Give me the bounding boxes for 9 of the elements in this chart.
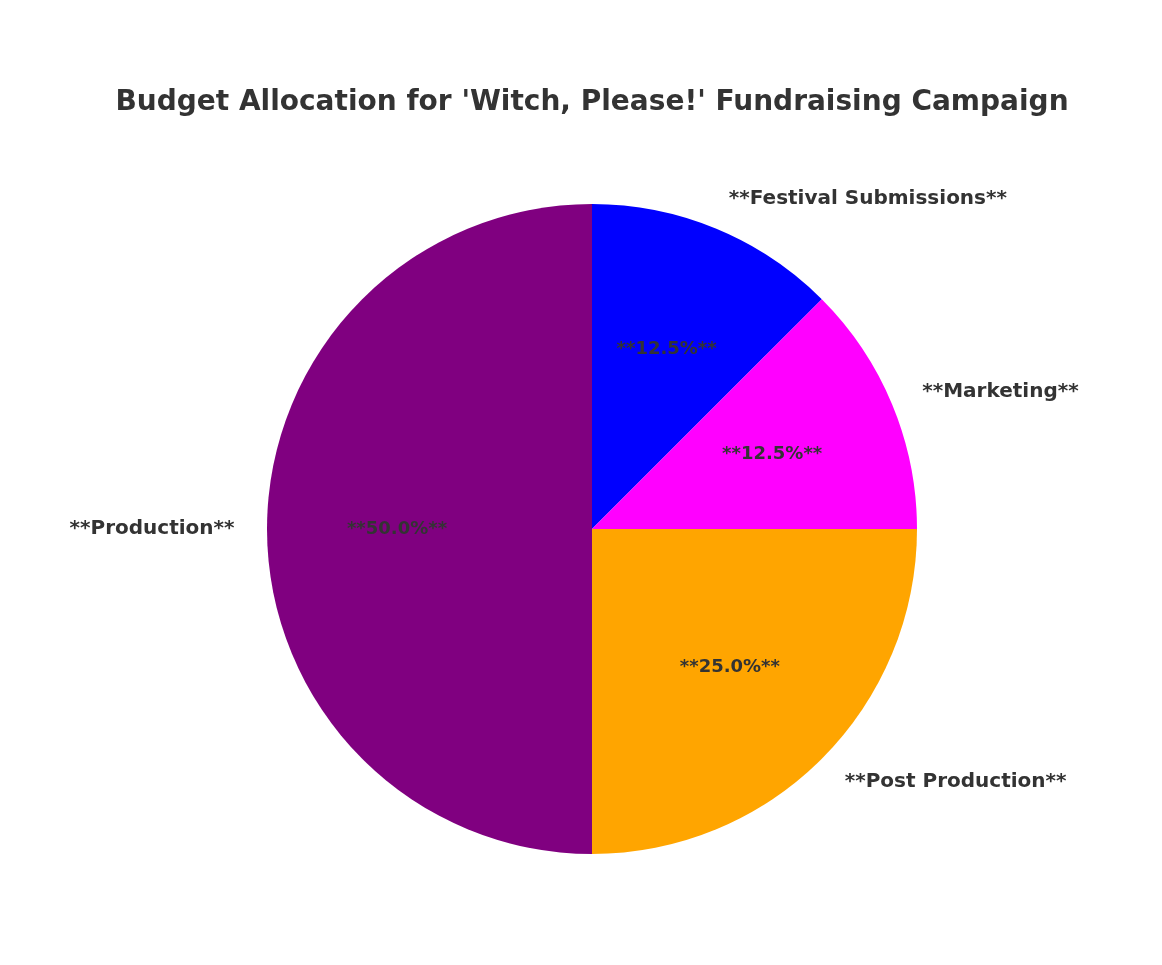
chart-title: Budget Allocation for 'Witch, Please!' Fundraising Campaign — [115, 84, 1069, 118]
slice-label: **Marketing** — [922, 378, 1080, 403]
data-label: **50.0%** — [346, 516, 448, 538]
data-label: **12.5%** — [722, 442, 823, 464]
slice-label: **Production** — [69, 515, 236, 540]
slice-label: **Post Production** — [844, 767, 1068, 792]
slice-label: **Festival Submissions** — [728, 184, 1008, 209]
data-label: **12.5%** — [616, 336, 718, 358]
data-label: **25.0%** — [679, 654, 781, 676]
